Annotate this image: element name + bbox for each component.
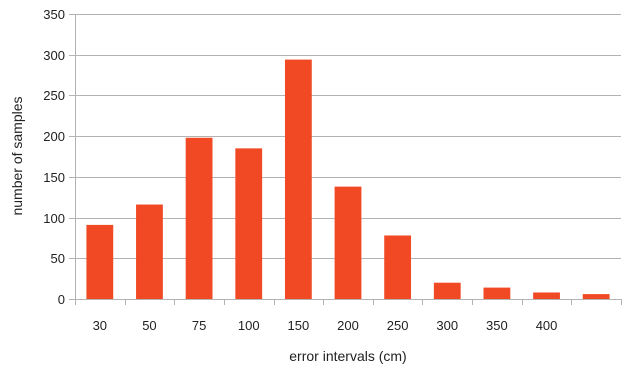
x-tick-label: 100 — [238, 318, 260, 333]
bar-unlabeled — [582, 294, 610, 299]
y-axis-title: number of samples — [9, 96, 25, 215]
y-tick-label: 300 — [43, 48, 65, 63]
x-tick-label: 30 — [93, 318, 107, 333]
bar-300 — [433, 282, 461, 299]
x-tick-label: 250 — [387, 318, 409, 333]
x-tick-label: 400 — [536, 318, 558, 333]
bar-30 — [86, 224, 114, 299]
y-tick-label: 200 — [43, 129, 65, 144]
y-tick-label: 50 — [51, 251, 65, 266]
x-tick-label: 200 — [337, 318, 359, 333]
x-tick-label: 150 — [288, 318, 310, 333]
bar-200 — [334, 186, 362, 299]
y-tick-label: 250 — [43, 88, 65, 103]
bar-150 — [284, 59, 312, 299]
bar-250 — [384, 235, 412, 299]
y-tick-label: 350 — [43, 7, 65, 22]
x-tick-label: 50 — [142, 318, 156, 333]
bars — [86, 59, 610, 299]
bar-100 — [235, 148, 263, 299]
bar-50 — [136, 204, 163, 299]
axes — [69, 14, 622, 305]
gridlines — [75, 14, 621, 259]
tick-labels: 0 50 100 150 200 250 300 350 30 50 75 100 150 200 250 3… — [43, 7, 557, 333]
bar-350 — [483, 287, 511, 299]
y-tick-label: 100 — [43, 211, 65, 226]
y-tick-label: 150 — [43, 170, 65, 185]
x-tick-label: 75 — [192, 318, 206, 333]
x-tick-label: 300 — [436, 318, 458, 333]
bar-400 — [533, 292, 560, 299]
x-axis-title: error intervals (cm) — [289, 348, 406, 364]
x-tick-label: 350 — [486, 318, 508, 333]
bar-75 — [185, 137, 213, 299]
y-tick-label: 0 — [58, 292, 65, 307]
